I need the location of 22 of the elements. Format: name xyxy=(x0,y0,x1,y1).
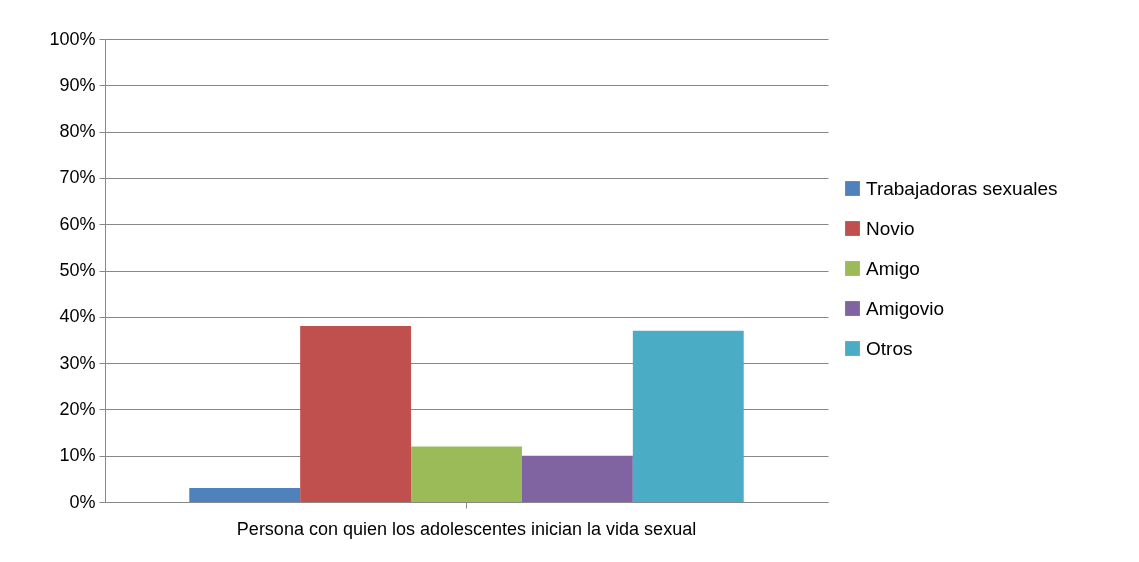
y-tick-label: 0% xyxy=(69,491,96,512)
legend-label: Amigovio xyxy=(866,297,945,319)
y-tick-label: 70% xyxy=(59,167,96,188)
y-tick-label: 20% xyxy=(59,398,96,419)
legend-label: Trabajadoras sexuales xyxy=(866,177,1058,199)
y-tick-label: 100% xyxy=(49,28,96,49)
bar xyxy=(521,455,633,502)
legend-label: Novio xyxy=(866,217,915,239)
bar xyxy=(300,326,412,502)
legend-label: Otros xyxy=(866,337,913,359)
y-tick-label: 10% xyxy=(59,445,96,466)
y-tick-label: 90% xyxy=(59,74,96,95)
y-tick-label: 40% xyxy=(59,306,96,327)
bar xyxy=(411,446,522,502)
bar xyxy=(632,330,744,502)
legend-label: Amigo xyxy=(866,257,920,279)
bar xyxy=(189,488,301,502)
x-tick-label: Persona con quien los adolescentes inician la vida sexual xyxy=(236,518,697,539)
y-tick-label: 60% xyxy=(59,213,96,234)
y-tick-label: 30% xyxy=(59,352,96,373)
y-tick-label: 50% xyxy=(59,260,96,280)
y-tick-label: 80% xyxy=(59,121,96,142)
